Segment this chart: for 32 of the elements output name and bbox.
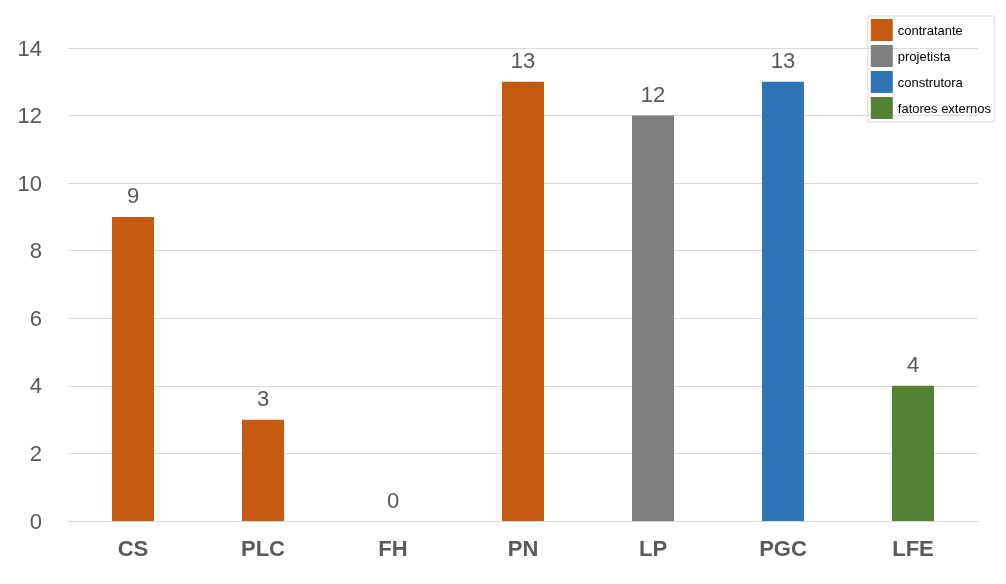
- y-tick-label: 12: [17, 103, 42, 129]
- x-tick-label: PLC: [241, 535, 286, 561]
- x-tick-label: PN: [507, 535, 539, 561]
- y-tick-label: 8: [29, 238, 42, 264]
- data-label: 9: [126, 183, 140, 209]
- x-tick-label: LP: [638, 535, 668, 561]
- x-tick-label: CS: [117, 535, 149, 561]
- legend-label: construtora: [897, 74, 964, 90]
- legend-label: contratante: [897, 22, 963, 38]
- y-tick-label: 6: [29, 305, 42, 331]
- y-tick-label: 14: [17, 35, 42, 61]
- bar: [762, 81, 804, 521]
- data-label: 13: [510, 48, 536, 74]
- y-tick-label: 4: [29, 373, 42, 399]
- bar: [502, 81, 544, 521]
- data-label: 13: [770, 48, 796, 74]
- bar: [892, 385, 934, 521]
- x-tick-label: LFE: [892, 535, 934, 561]
- x-tick-label: FH: [378, 535, 408, 561]
- data-label: 3: [256, 386, 270, 412]
- y-tick-label: 0: [29, 508, 42, 534]
- bar: [632, 115, 674, 521]
- data-label: 4: [906, 352, 920, 378]
- y-tick-label: 10: [17, 170, 42, 196]
- data-label: 12: [640, 82, 666, 108]
- bar: [242, 419, 284, 521]
- legend-label: fatores externos: [897, 100, 992, 116]
- legend-label: projetista: [897, 48, 952, 64]
- y-tick-label: 2: [29, 440, 42, 466]
- bar: [112, 216, 154, 521]
- data-label: 0: [386, 487, 400, 513]
- x-tick-label: PGC: [759, 535, 807, 561]
